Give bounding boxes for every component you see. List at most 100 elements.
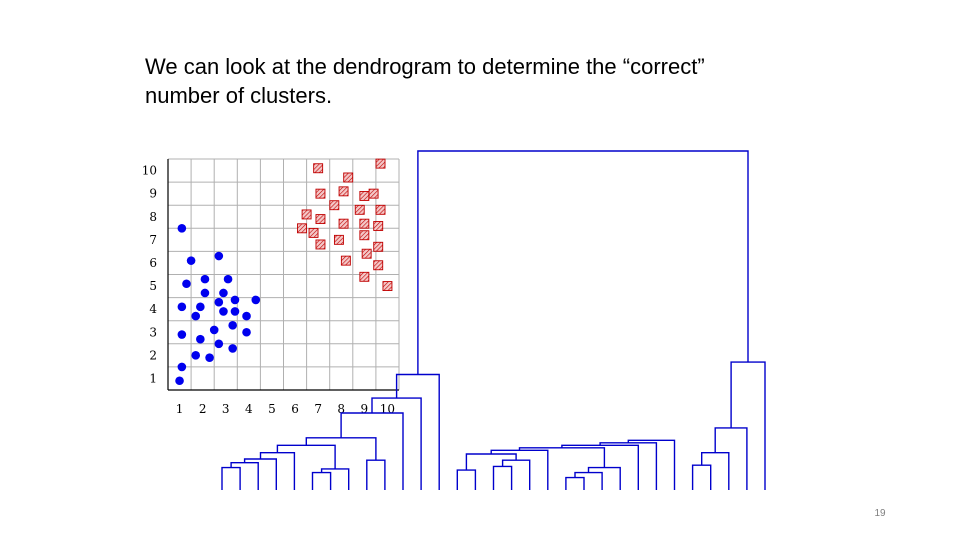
dendrogram-link [276, 444, 336, 469]
x-tick-label: 1 [176, 402, 184, 416]
cluster-b-point [368, 188, 379, 199]
x-tick-label: 7 [314, 402, 322, 416]
dendrogram-link [492, 465, 513, 490]
y-tick-label: 9 [149, 187, 157, 201]
y-tick-label: 7 [149, 233, 157, 247]
dendrogram-link [574, 471, 603, 490]
dendrogram-link [366, 459, 386, 490]
cluster-a-point [219, 307, 228, 316]
cluster-b-point [382, 281, 393, 292]
y-tick-label: 3 [149, 325, 157, 339]
dendrogram-link [417, 150, 749, 375]
dendrogram-link [730, 361, 766, 490]
dendrogram-link [627, 439, 676, 490]
cluster-a-point [191, 311, 201, 321]
cluster-a-point [242, 327, 251, 337]
y-tick-labels: 1 2 3 4 5 6 7 8 9 10 [142, 164, 158, 386]
dendrogram-link [465, 453, 517, 471]
dendrogram-link [305, 437, 377, 461]
cluster-b-point [315, 214, 326, 225]
cluster-b-point [301, 209, 312, 220]
cluster-a-point [209, 325, 219, 335]
cluster-b-point [361, 248, 372, 259]
cluster-b-point [297, 223, 307, 234]
cluster-a-point [228, 344, 237, 353]
cluster-b-point [359, 271, 370, 282]
cluster-a-point [205, 353, 214, 362]
cluster-b-point [354, 204, 365, 215]
cluster-a-point [182, 279, 191, 289]
title-line-2: number of clusters. [145, 83, 333, 108]
cluster-a-point [196, 334, 205, 344]
cluster-a-point [228, 321, 237, 330]
dendrogram-link [701, 452, 730, 490]
page-number: 19 [874, 508, 886, 519]
cluster-b-point [343, 172, 354, 183]
cluster-a-point [200, 288, 210, 298]
plot-axes [167, 159, 399, 391]
x-tick-labels: 1 2 3 4 5 6 7 8 9 10 [176, 402, 395, 416]
dendrogram-link [371, 397, 422, 490]
slide-title: We can look at the dendrogram to determi… [145, 52, 845, 110]
scatter-plot: 1 2 3 4 5 6 7 8 9 10 1 2 3 4 5 6 7 8 9 10 [142, 158, 400, 416]
x-tick-label: 8 [337, 402, 345, 416]
x-tick-label: 4 [245, 402, 253, 416]
cluster-a-point [251, 295, 261, 305]
cluster-a-point [230, 295, 240, 305]
dendrogram-link [714, 427, 748, 490]
y-tick-label: 1 [149, 371, 157, 385]
cluster-b-point [373, 260, 384, 271]
dendrogram-link [501, 459, 531, 490]
dendrogram-link [340, 412, 404, 490]
y-tick-label: 6 [149, 256, 157, 270]
cluster-b-point [373, 221, 384, 231]
y-tick-label: 5 [149, 279, 157, 293]
dendrogram-link [565, 476, 585, 490]
cluster-b-point [315, 188, 326, 199]
cluster-b-point [313, 163, 324, 174]
x-tick-label: 5 [268, 402, 276, 416]
cluster-a-point [219, 288, 228, 298]
cluster-b-point [375, 158, 386, 169]
cluster-b-point [375, 204, 386, 215]
dendrogram-link [599, 442, 658, 490]
cluster-b-point [359, 230, 370, 241]
dendrogram-link [587, 466, 621, 490]
cluster-b-point [338, 186, 349, 197]
cluster-b-point [338, 218, 349, 229]
cluster-b-point [333, 234, 344, 245]
x-tick-label: 3 [222, 402, 230, 416]
dendrogram-link [490, 449, 549, 490]
cluster-a-point [175, 376, 184, 386]
cluster-a-point [214, 297, 224, 307]
dendrogram-link [230, 462, 259, 490]
cluster-a-point [177, 362, 187, 372]
cluster-b-point [359, 218, 370, 229]
cluster-a-point [230, 307, 240, 316]
cluster-a-point [191, 351, 201, 360]
y-tick-label: 10 [142, 164, 157, 178]
cluster-b-point [373, 241, 384, 252]
dendrogram-link [456, 469, 477, 490]
dendrogram-link [243, 458, 277, 490]
cluster-a-point [196, 302, 205, 312]
dendrogram-links [221, 150, 766, 490]
y-tick-label: 8 [149, 210, 157, 224]
dendrogram-link [221, 466, 241, 490]
dendrogram-link [691, 464, 712, 490]
x-tick-label: 9 [361, 402, 369, 416]
cluster-b-point [315, 239, 326, 250]
cluster-a-point [214, 251, 224, 261]
cluster-a-point [186, 256, 196, 265]
cluster-b-point [340, 255, 351, 266]
dendrogram-link [259, 452, 296, 490]
dendrogram-link [311, 471, 332, 490]
y-tick-label: 4 [149, 302, 157, 316]
title-line-1: We can look at the dendrogram to determi… [145, 54, 705, 79]
cluster-a-point [177, 330, 187, 339]
x-tick-label: 6 [291, 402, 299, 416]
y-tick-label: 2 [149, 348, 157, 362]
cluster-a-point [214, 339, 224, 349]
x-tick-label: 2 [199, 402, 207, 416]
